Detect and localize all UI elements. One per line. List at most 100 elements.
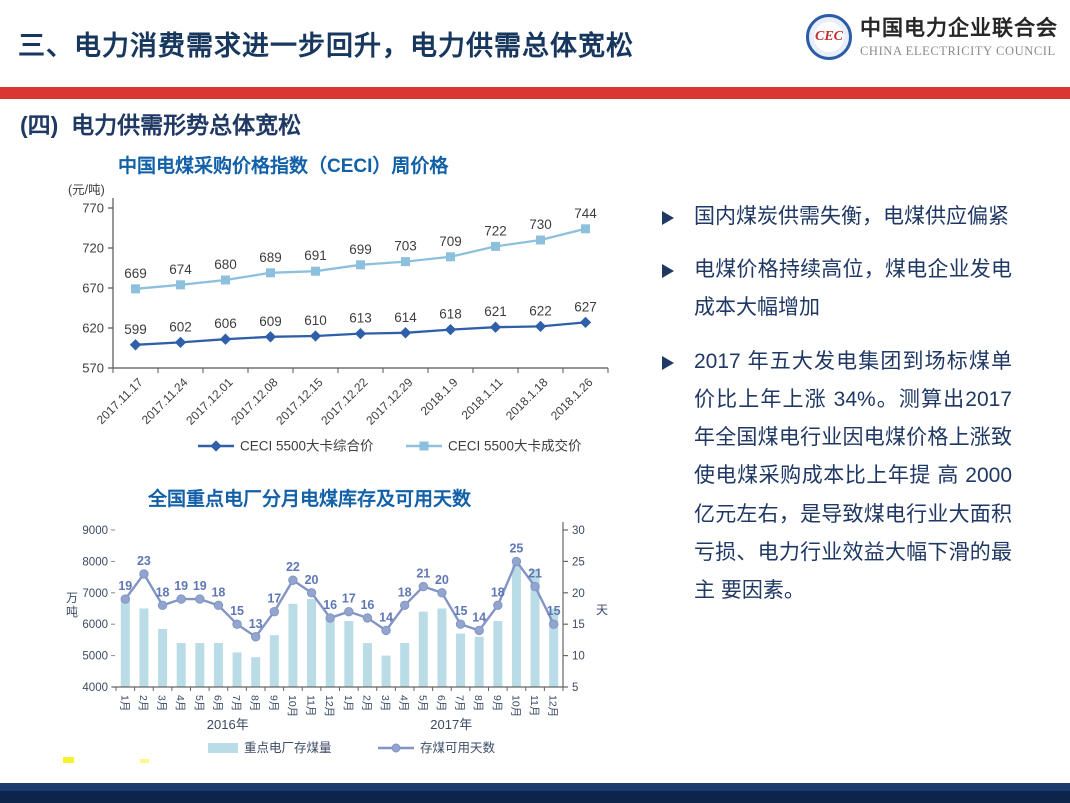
svg-text:602: 602 — [169, 319, 192, 334]
svg-text:2018.1.26: 2018.1.26 — [548, 375, 596, 423]
svg-text:699: 699 — [349, 242, 372, 257]
svg-text:20: 20 — [435, 573, 449, 587]
svg-text:CECI 5500大卡综合价: CECI 5500大卡综合价 — [240, 439, 374, 454]
bullet-item: 国内煤炭供需失衡，电煤供应偏紧 — [652, 198, 1016, 236]
svg-text:存煤可用天数: 存煤可用天数 — [420, 740, 496, 755]
svg-text:30: 30 — [572, 525, 585, 537]
svg-text:18: 18 — [156, 585, 170, 599]
svg-text:2018.1.11: 2018.1.11 — [459, 375, 506, 422]
arrow-bullet-icon — [662, 264, 674, 279]
svg-text:19: 19 — [193, 579, 207, 593]
svg-text:5000: 5000 — [82, 651, 108, 663]
svg-text:13: 13 — [249, 617, 263, 631]
svg-text:8月: 8月 — [472, 695, 484, 711]
chart2-title: 全国重点电厂分月电煤库存及可用天数 — [148, 489, 472, 510]
chart2-canvas: 9000 8000 7000 6000 5000 4000 30 25 20 15 10 5 1月 2月 3… — [58, 512, 618, 764]
svg-text:4000: 4000 — [82, 682, 108, 694]
logo-names: 中国电力企业联合会 CHINA ELECTRICITY COUNCIL — [860, 14, 1058, 59]
svg-text:627: 627 — [574, 299, 597, 314]
svg-text:20: 20 — [305, 573, 319, 587]
svg-text:14: 14 — [472, 610, 486, 624]
svg-text:680: 680 — [214, 257, 237, 272]
svg-text:22: 22 — [286, 560, 300, 574]
svg-text:6月: 6月 — [435, 695, 447, 711]
svg-text:2017.12.22: 2017.12.22 — [318, 375, 371, 428]
svg-text:610: 610 — [304, 313, 327, 328]
svg-text:11月: 11月 — [305, 695, 317, 716]
svg-text:674: 674 — [169, 262, 192, 277]
svg-text:618: 618 — [439, 307, 462, 322]
svg-text:万吨: 万吨 — [66, 591, 78, 619]
svg-text:2月: 2月 — [137, 695, 149, 711]
svg-text:609: 609 — [259, 314, 282, 329]
svg-text:1月: 1月 — [118, 695, 130, 711]
svg-text:3月: 3月 — [156, 695, 168, 711]
svg-text:2017.12.01: 2017.12.01 — [183, 375, 236, 428]
svg-text:18: 18 — [491, 585, 505, 599]
svg-text:6月: 6月 — [211, 695, 223, 711]
svg-text:689: 689 — [259, 250, 282, 265]
svg-text:23: 23 — [137, 554, 151, 568]
svg-text:3月: 3月 — [379, 695, 391, 711]
svg-text:622: 622 — [529, 303, 552, 318]
svg-text:2017.11.17: 2017.11.17 — [94, 375, 146, 427]
svg-text:1月: 1月 — [342, 695, 354, 711]
svg-text:2017.12.08: 2017.12.08 — [228, 375, 281, 428]
svg-text:CECI 5500大卡成交价: CECI 5500大卡成交价 — [448, 438, 582, 454]
svg-text:703: 703 — [394, 239, 417, 254]
svg-text:613: 613 — [349, 311, 372, 326]
svg-text:16: 16 — [360, 598, 374, 612]
emblem-text: CEC — [814, 29, 843, 44]
page-title: 三、电力消费需求进一步回升，电力供需总体宽松 — [18, 31, 634, 61]
bullet-text: 电煤价格持续高位，煤电企业发电成本大幅增加 — [694, 258, 1012, 320]
svg-text:10月: 10月 — [509, 695, 521, 717]
svg-text:15: 15 — [572, 619, 585, 631]
section-title: (四) 电力供需形势总体宽松 — [20, 112, 302, 138]
cec-logo: CEC 中国电力企业联合会 CHINA ELECTRICITY COUNCIL — [806, 14, 1058, 60]
svg-text:2017.12.15: 2017.12.15 — [273, 375, 326, 428]
svg-text:重点电厂存煤量: 重点电厂存煤量 — [244, 740, 332, 755]
svg-text:2月: 2月 — [360, 695, 372, 711]
svg-text:15: 15 — [547, 604, 561, 618]
svg-text:19: 19 — [118, 579, 132, 593]
svg-text:18: 18 — [211, 585, 225, 599]
svg-text:691: 691 — [304, 248, 327, 263]
svg-text:2018.1.9: 2018.1.9 — [418, 375, 461, 418]
svg-text:770: 770 — [82, 201, 104, 216]
svg-text:9月: 9月 — [491, 695, 503, 711]
svg-text:669: 669 — [124, 266, 147, 281]
svg-text:10: 10 — [572, 651, 585, 663]
svg-text:12月: 12月 — [547, 695, 559, 717]
svg-text:2017年: 2017年 — [430, 717, 472, 732]
svg-text:2017.11.24: 2017.11.24 — [139, 375, 191, 427]
svg-text:10月: 10月 — [286, 695, 298, 717]
svg-text:9000: 9000 — [82, 525, 108, 537]
yellow-highlight-mark — [63, 757, 74, 763]
svg-text:744: 744 — [574, 206, 597, 221]
svg-text:720: 720 — [82, 241, 104, 256]
red-divider-bar — [0, 87, 1070, 99]
bullet-item: 电煤价格持续高位，煤电企业发电成本大幅增加 — [652, 251, 1016, 327]
bullet-text: 2017 年五大发电集团到场标煤单价比上年上涨 34%。测算出2017 年全国煤… — [694, 349, 1012, 602]
svg-text:21: 21 — [416, 567, 430, 581]
svg-text:5: 5 — [572, 682, 578, 694]
svg-text:670: 670 — [82, 281, 104, 296]
svg-text:14: 14 — [379, 610, 393, 624]
svg-text:15: 15 — [454, 604, 468, 618]
chart1-canvas: (元/吨) 770 720 670 620 570 2017.11.17 2017.11.24… — [58, 178, 623, 473]
bullet-list: 国内煤炭供需失衡，电煤供应偏紧 电煤价格持续高位，煤电企业发电成本大幅增加 20… — [652, 198, 1016, 625]
svg-text:6000: 6000 — [82, 619, 108, 631]
arrow-bullet-icon — [662, 211, 674, 225]
svg-text:5月: 5月 — [416, 695, 428, 711]
svg-text:19: 19 — [174, 579, 188, 593]
svg-text:7000: 7000 — [82, 588, 108, 600]
svg-text:730: 730 — [529, 217, 552, 232]
svg-text:620: 620 — [82, 321, 104, 336]
svg-text:2018.1.18: 2018.1.18 — [503, 375, 551, 423]
svg-text:8000: 8000 — [82, 556, 108, 568]
logo-name-en: CHINA ELECTRICITY COUNCIL — [860, 44, 1056, 58]
svg-text:4月: 4月 — [398, 695, 410, 711]
yellow-highlight-mark — [140, 759, 149, 763]
svg-text:20: 20 — [572, 588, 585, 600]
